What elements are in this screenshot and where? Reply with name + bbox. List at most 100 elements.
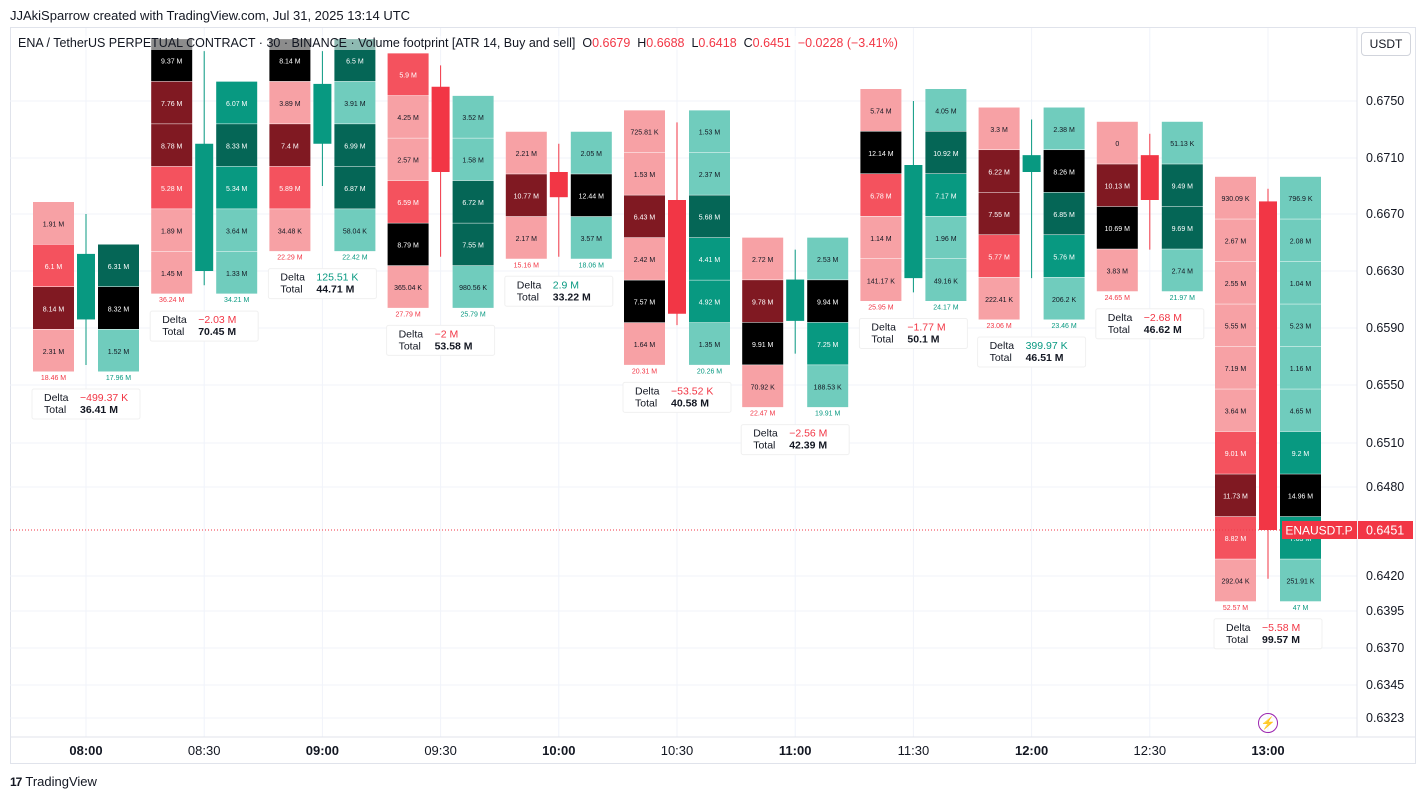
x-axis-tick-label: 09:30 [424, 743, 457, 758]
footprint-sell-value: 292.04 K [1221, 579, 1249, 586]
footprint-sell-cell [1215, 389, 1256, 432]
tradingview-logo[interactable]: 17 TradingView [10, 774, 97, 789]
footprint-sell-value: 6.22 M [988, 169, 1010, 176]
footprint-sell-value: 4.25 M [397, 115, 419, 122]
y-axis-tick-label: 0.6550 [1366, 378, 1404, 392]
footprint-buy-cell [1043, 150, 1085, 193]
footprint-buy-cell [925, 259, 967, 301]
delta-label: Delta [635, 385, 660, 397]
footprint-buy-value: 6.72 M [462, 200, 484, 207]
total-label: Total [753, 440, 775, 452]
footprint-sell-cell [624, 237, 665, 280]
footprint-buy-value: 7.55 M [462, 243, 484, 250]
total-label: Total [1226, 634, 1248, 646]
footprint-buy-cell [334, 209, 376, 252]
footprint-buy-value: 1.35 M [699, 342, 721, 349]
footprint-buy-value: 5.68 M [699, 215, 721, 222]
footprint-sell-value: 9.37 M [161, 58, 183, 65]
footprint-sell-value: 3.64 M [1225, 409, 1247, 416]
footprint-sell-cell [387, 138, 429, 181]
delta-value: −1.77 M [907, 322, 945, 334]
footprint-sell-value: 3.89 M [279, 101, 301, 108]
footprint-buy-total: 25.79 M [460, 311, 485, 318]
footprint-buy-cell [1043, 277, 1085, 320]
delta-total-box [504, 275, 614, 307]
y-axis-tick-label: 0.6510 [1366, 436, 1404, 450]
footprint-sell-cell [151, 124, 193, 167]
footprint-buy-value: 6.85 M [1053, 212, 1075, 219]
footprint-sell-value: 7.76 M [161, 101, 183, 108]
footprint-sell-value: 2.42 M [634, 257, 656, 264]
candle-body [549, 172, 568, 198]
footprint-buy-cell [1280, 474, 1321, 517]
open-label: O [582, 36, 593, 50]
candle-body [786, 279, 805, 321]
footprint-sell-cell [387, 223, 429, 266]
footprint-buy-total: 34.21 M [224, 297, 249, 304]
footprint-buy-cell [452, 95, 494, 138]
total-label: Total [1108, 324, 1130, 336]
current-price-label: 0.6451 [1366, 524, 1404, 538]
footprint-buy-value: 58.04 K [343, 228, 367, 235]
delta-label: Delta [1108, 312, 1133, 324]
footprint-buy-value: 49.16 K [934, 278, 958, 285]
footprint-sell-total: 23.06 M [986, 323, 1011, 330]
tradingview-logo-mark: 17 [10, 774, 22, 789]
footprint-buy-value: 251.91 K [1286, 579, 1314, 586]
footprint-sell-value: 2.31 M [43, 349, 65, 356]
footprint-buy-value: 2.08 M [1290, 239, 1312, 246]
delta-label: Delta [162, 314, 187, 326]
delta-label: Delta [753, 428, 778, 440]
y-axis-tick-label: 0.6323 [1366, 711, 1404, 725]
footprint-sell-value: 5.28 M [161, 186, 183, 193]
delta-value: 399.97 K [1026, 340, 1068, 352]
footprint-buy-value: 4.05 M [935, 108, 957, 115]
footprint-buy-cell [1043, 192, 1085, 235]
y-axis-tick-label: 0.6590 [1366, 321, 1404, 335]
total-value: 99.57 M [1262, 634, 1300, 646]
footprint-buy-value: 14.96 M [1288, 494, 1313, 501]
total-label: Total [399, 340, 421, 352]
footprint-sell-cell [978, 192, 1020, 235]
footprint-sell-cell [624, 152, 665, 195]
delta-total-box [1213, 618, 1323, 650]
footprint-buy-cell [925, 174, 967, 216]
footprint-buy-cell [689, 237, 730, 280]
current-price-tag [1358, 521, 1413, 539]
footprint-sell-value: 2.55 M [1225, 281, 1247, 288]
delta-total-box [858, 318, 968, 349]
x-axis-tick-label: 11:30 [898, 743, 930, 758]
footprint-buy-cell [807, 280, 849, 323]
footprint-sell-total: 22.29 M [277, 255, 302, 262]
delta-value: 125.51 K [316, 272, 358, 284]
footprint-buy-value: 796.9 K [1288, 196, 1312, 203]
footprint-sell-value: 7.19 M [1225, 366, 1247, 373]
footprint-sell-value: 34.48 K [278, 228, 302, 235]
footprint-sell-value: 1.14 M [870, 236, 892, 243]
currency-button[interactable]: USDT [1361, 32, 1411, 56]
footprint-sell-total: 52.57 M [1223, 605, 1248, 612]
delta-label: Delta [990, 340, 1015, 352]
footprint-sell-cell [624, 195, 665, 238]
footprint-buy-value: 1.96 M [935, 236, 957, 243]
footprint-buy-value: 12.44 M [579, 194, 604, 201]
footprint-buy-value: 188.53 K [814, 384, 842, 391]
footprint-buy-cell [925, 89, 967, 131]
footprint-sell-cell [387, 180, 429, 223]
lightning-icon[interactable]: ⚡ [1258, 713, 1278, 733]
candle-body [1140, 155, 1159, 200]
footprint-sell-cell [387, 53, 429, 96]
footprint-buy-cell [216, 209, 258, 252]
total-label: Total [280, 284, 302, 296]
footprint-sell-cell [978, 235, 1020, 278]
footprint-buy-value: 2.37 M [699, 172, 721, 179]
footprint-buy-value: 4.65 M [1290, 409, 1312, 416]
footprint-sell-cell [269, 166, 311, 209]
total-value: 46.51 M [1026, 352, 1064, 364]
footprint-sell-value: 2.67 M [1225, 239, 1247, 246]
delta-value: −5.58 M [1262, 622, 1300, 634]
footprint-sell-cell [151, 166, 193, 209]
footprint-sell-value: 6.1 M [45, 264, 63, 271]
footprint-sell-total: 22.47 M [750, 411, 775, 418]
